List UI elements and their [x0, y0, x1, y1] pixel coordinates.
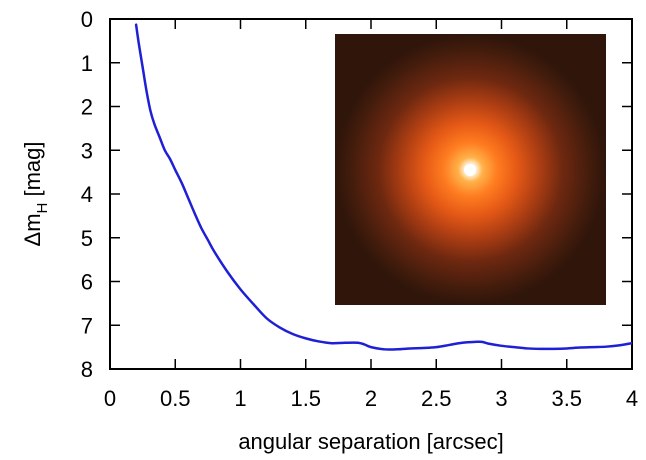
x-tick-label: 2: [365, 386, 377, 411]
x-tick-label: 2.5: [421, 386, 452, 411]
y-axis-title: ΔmH [mag]: [20, 141, 51, 246]
y-axis-title-subscript: H: [34, 203, 51, 214]
y-tick-label: 2: [81, 95, 93, 120]
y-tick-label: 1: [81, 51, 93, 76]
y-axis: 0 1 2 3 4 5 6 7 8: [81, 7, 632, 382]
x-tick-label: 0: [104, 386, 116, 411]
y-axis-title-prefix: Δm: [20, 213, 45, 246]
x-tick-label: 4: [626, 386, 638, 411]
inset-image-core: [464, 164, 476, 176]
y-axis-title-suffix: [mag]: [20, 141, 45, 202]
y-tick-label: 6: [81, 270, 93, 295]
series-line: [134, 23, 632, 351]
y-tick-label: 4: [81, 182, 93, 207]
y-tick-label: 8: [81, 357, 93, 382]
x-axis: 0 0.5 1 1.5 2 2.5 3 3.5 4: [104, 19, 638, 411]
x-tick-label: 0.5: [160, 386, 191, 411]
y-tick-label: 0: [81, 7, 93, 32]
y-tick-label: 3: [81, 138, 93, 163]
x-tick-label: 1.5: [290, 386, 321, 411]
y-tick-label: 5: [81, 226, 93, 251]
x-tick-label: 3: [495, 386, 507, 411]
y-tick-label: 7: [81, 313, 93, 338]
x-tick-label: 3.5: [551, 386, 582, 411]
x-tick-label: 1: [234, 386, 246, 411]
inset-image: [335, 34, 606, 305]
x-axis-title: angular separation [arcsec]: [238, 429, 503, 454]
